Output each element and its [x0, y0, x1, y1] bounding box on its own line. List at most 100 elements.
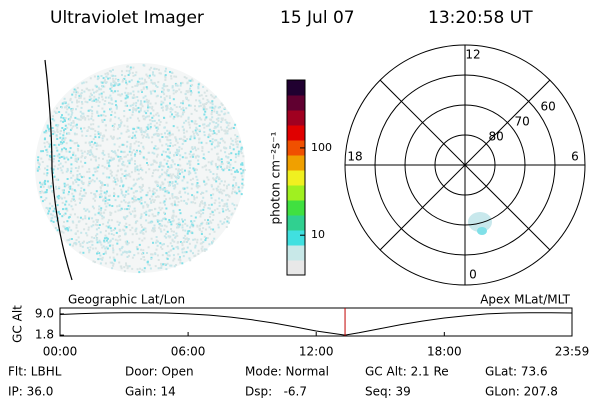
- speckle: [145, 219, 148, 222]
- speckle: [112, 80, 115, 82]
- speckle: [179, 259, 182, 262]
- speckle: [105, 192, 108, 195]
- speckle: [179, 190, 182, 193]
- speckle: [228, 127, 231, 130]
- speckle: [76, 101, 78, 104]
- speckle: [142, 205, 145, 208]
- speckle: [131, 241, 134, 244]
- speckle: [150, 237, 153, 240]
- speckle: [203, 104, 206, 107]
- speckle: [185, 251, 188, 254]
- speckle: [86, 152, 89, 155]
- speckle: [79, 251, 82, 254]
- speckle: [123, 124, 126, 127]
- speckle: [203, 134, 206, 137]
- speckle: [230, 169, 233, 172]
- speckle: [188, 230, 191, 233]
- speckle: [122, 184, 125, 187]
- speckle: [237, 150, 240, 153]
- speckle: [63, 196, 66, 199]
- speckle: [204, 219, 206, 221]
- speckle: [213, 178, 216, 181]
- speckle: [172, 234, 175, 236]
- speckle: [163, 187, 166, 189]
- speckle: [213, 237, 216, 240]
- speckle: [216, 111, 218, 114]
- speckle: [234, 160, 237, 163]
- speckle: [172, 209, 175, 212]
- speckle: [127, 250, 130, 253]
- speckle: [97, 227, 100, 229]
- speckle: [126, 256, 129, 258]
- speckle: [110, 97, 113, 100]
- speckle: [112, 91, 115, 94]
- speckle: [59, 120, 62, 123]
- speckle: [170, 249, 173, 252]
- speckle: [76, 117, 79, 120]
- speckle: [120, 100, 123, 102]
- speckle: [60, 116, 63, 119]
- speckle: [83, 228, 86, 231]
- speckle: [208, 169, 211, 171]
- speckle: [208, 133, 211, 136]
- speckle: [198, 224, 201, 227]
- speckle: [156, 254, 159, 257]
- speckle: [194, 120, 197, 123]
- speckle: [141, 226, 143, 228]
- speckle: [68, 150, 71, 153]
- speckle: [94, 155, 97, 158]
- speckle: [43, 199, 46, 201]
- speckle: [111, 205, 114, 207]
- speckle: [167, 191, 170, 194]
- speckle: [134, 170, 137, 173]
- speckle: [156, 184, 159, 186]
- speckle: [161, 144, 164, 147]
- speckle: [211, 141, 214, 144]
- speckle: [174, 144, 177, 146]
- speckle: [210, 194, 213, 197]
- speckle: [190, 201, 193, 204]
- speckle: [138, 243, 141, 246]
- speckle: [108, 198, 111, 201]
- speckle: [122, 251, 125, 254]
- speckle: [100, 207, 103, 210]
- speckle: [174, 180, 177, 183]
- speckle: [152, 82, 155, 85]
- speckle: [79, 96, 82, 99]
- speckle: [46, 180, 49, 183]
- speckle: [203, 91, 206, 94]
- speckle: [165, 207, 168, 210]
- speckle: [215, 180, 218, 183]
- speckle: [193, 137, 196, 140]
- speckle: [220, 162, 223, 165]
- speckle: [63, 118, 66, 121]
- speckle: [125, 87, 128, 90]
- speckle: [184, 229, 187, 232]
- speckle: [100, 192, 103, 195]
- speckle: [156, 220, 159, 223]
- speckle: [228, 210, 231, 212]
- speckle: [65, 148, 67, 151]
- speckle: [215, 173, 218, 176]
- speckle: [114, 178, 116, 181]
- speckle: [120, 188, 123, 191]
- speckle: [109, 169, 112, 172]
- speckle: [177, 224, 179, 227]
- speckle: [74, 116, 77, 119]
- speckle: [51, 191, 54, 194]
- speckle: [52, 160, 55, 163]
- speckle: [219, 138, 222, 141]
- speckle: [152, 109, 155, 112]
- speckle: [40, 150, 43, 153]
- speckle: [149, 90, 152, 93]
- speckle: [101, 137, 104, 140]
- speckle: [170, 203, 173, 206]
- speckle: [145, 98, 148, 101]
- speckle: [203, 206, 206, 209]
- speckle: [226, 161, 229, 163]
- speckle: [214, 199, 217, 202]
- speckle: [137, 141, 140, 143]
- speckle: [212, 121, 215, 124]
- speckle: [137, 252, 140, 255]
- speckle: [184, 156, 187, 159]
